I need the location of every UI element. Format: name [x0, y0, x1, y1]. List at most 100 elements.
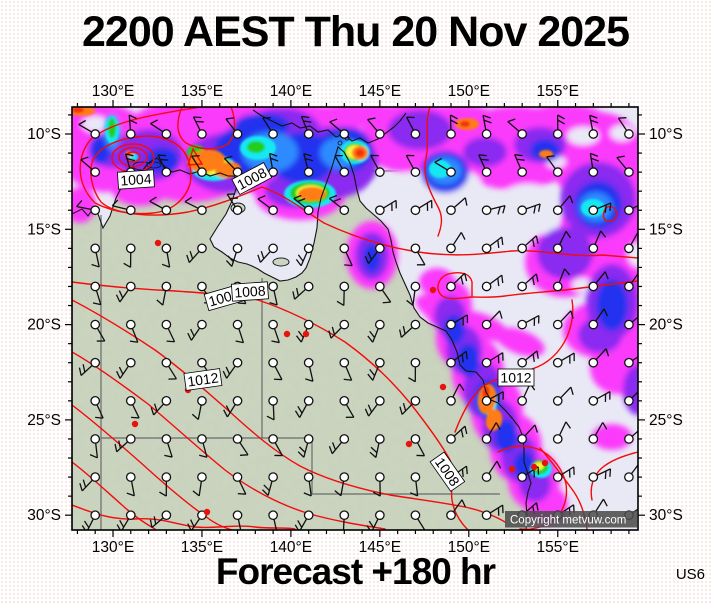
- station-circle: [447, 206, 455, 214]
- station-circle: [269, 397, 277, 405]
- station-circle: [447, 397, 455, 405]
- barb-feather: [642, 388, 644, 396]
- barb-feather: [238, 494, 246, 495]
- station-circle: [554, 359, 562, 367]
- station-circle: [304, 244, 312, 252]
- station-circle: [269, 244, 277, 252]
- station-circle: [91, 473, 99, 481]
- barb-feather: [160, 160, 168, 161]
- station-circle: [233, 359, 241, 367]
- station-circle: [554, 397, 562, 405]
- station-circle: [340, 473, 348, 481]
- station-circle: [127, 511, 135, 519]
- station-circle: [625, 130, 633, 138]
- station-circle: [198, 320, 206, 328]
- station-circle: [127, 130, 135, 138]
- station-circle: [127, 435, 135, 443]
- barb-feather: [344, 265, 352, 266]
- observation-dot: [204, 509, 210, 515]
- station-circle: [376, 473, 384, 481]
- barb-feather: [498, 240, 499, 248]
- station-circle: [304, 206, 312, 214]
- observation-dot: [303, 331, 309, 337]
- station-circle: [340, 320, 348, 328]
- barb-feather: [467, 466, 468, 474]
- lon-axis-label-top: 150°E: [448, 83, 490, 100]
- station-circle: [589, 435, 597, 443]
- barb-feather: [640, 316, 641, 324]
- observation-dot: [406, 441, 412, 447]
- station-circle: [233, 320, 241, 328]
- station-circle: [625, 244, 633, 252]
- station-circle: [340, 206, 348, 214]
- station-circle: [625, 473, 633, 481]
- station-circle: [91, 130, 99, 138]
- station-circle: [411, 435, 419, 443]
- station-circle: [625, 397, 633, 405]
- station-circle: [625, 359, 633, 367]
- station-circle: [518, 320, 526, 328]
- station-circle: [304, 320, 312, 328]
- lat-axis-label-right: 10°S: [649, 126, 683, 143]
- station-circle: [589, 397, 597, 405]
- station-circle: [233, 397, 241, 405]
- station-circle: [198, 206, 206, 214]
- station-circle: [589, 320, 597, 328]
- station-circle: [198, 130, 206, 138]
- station-circle: [162, 397, 170, 405]
- station-circle: [518, 244, 526, 252]
- lat-axis-label-left: 10°S: [27, 126, 61, 143]
- lon-axis-label-top: 145°E: [359, 83, 401, 100]
- station-circle: [269, 282, 277, 290]
- station-circle: [269, 130, 277, 138]
- station-circle: [411, 130, 419, 138]
- station-circle: [304, 397, 312, 405]
- station-circle: [269, 511, 277, 519]
- station-circle: [91, 282, 99, 290]
- barb-feather: [547, 156, 555, 157]
- station-circle: [233, 473, 241, 481]
- station-circle: [482, 359, 490, 367]
- barb-feather: [131, 417, 139, 418]
- barb-feather: [479, 155, 487, 156]
- station-circle: [625, 282, 633, 290]
- station-circle: [518, 130, 526, 138]
- station-circle: [376, 435, 384, 443]
- station-circle: [91, 168, 99, 176]
- station-circle: [127, 397, 135, 405]
- station-circle: [589, 359, 597, 367]
- observation-dot: [430, 287, 436, 293]
- station-circle: [376, 244, 384, 252]
- station-circle: [447, 359, 455, 367]
- station-circle: [233, 206, 241, 214]
- station-circle: [91, 511, 99, 519]
- station-circle: [198, 435, 206, 443]
- observation-dot: [509, 466, 515, 472]
- station-circle: [447, 244, 455, 252]
- station-circle: [162, 206, 170, 214]
- station-circle: [304, 130, 312, 138]
- rain-blob: [64, 187, 96, 223]
- station-circle: [589, 473, 597, 481]
- forecast-hour-label: Forecast +180 hr: [0, 551, 711, 593]
- station-circle: [162, 435, 170, 443]
- station-circle: [411, 359, 419, 367]
- station-circle: [482, 206, 490, 214]
- station-circle: [411, 473, 419, 481]
- station-circle: [554, 473, 562, 481]
- station-circle: [269, 435, 277, 443]
- isobar-label-text: 1004: [120, 170, 152, 188]
- station-circle: [376, 206, 384, 214]
- station-circle: [447, 282, 455, 290]
- station-circle: [411, 282, 419, 290]
- lat-axis-label-right: 30°S: [649, 507, 683, 524]
- station-circle: [91, 206, 99, 214]
- barb-feather: [167, 341, 175, 342]
- station-circle: [411, 206, 419, 214]
- station-circle: [233, 130, 241, 138]
- station-circle: [376, 168, 384, 176]
- station-circle: [233, 511, 241, 519]
- observation-dot: [284, 331, 290, 337]
- isobar-label-text: 1008: [234, 282, 266, 300]
- station-circle: [127, 320, 135, 328]
